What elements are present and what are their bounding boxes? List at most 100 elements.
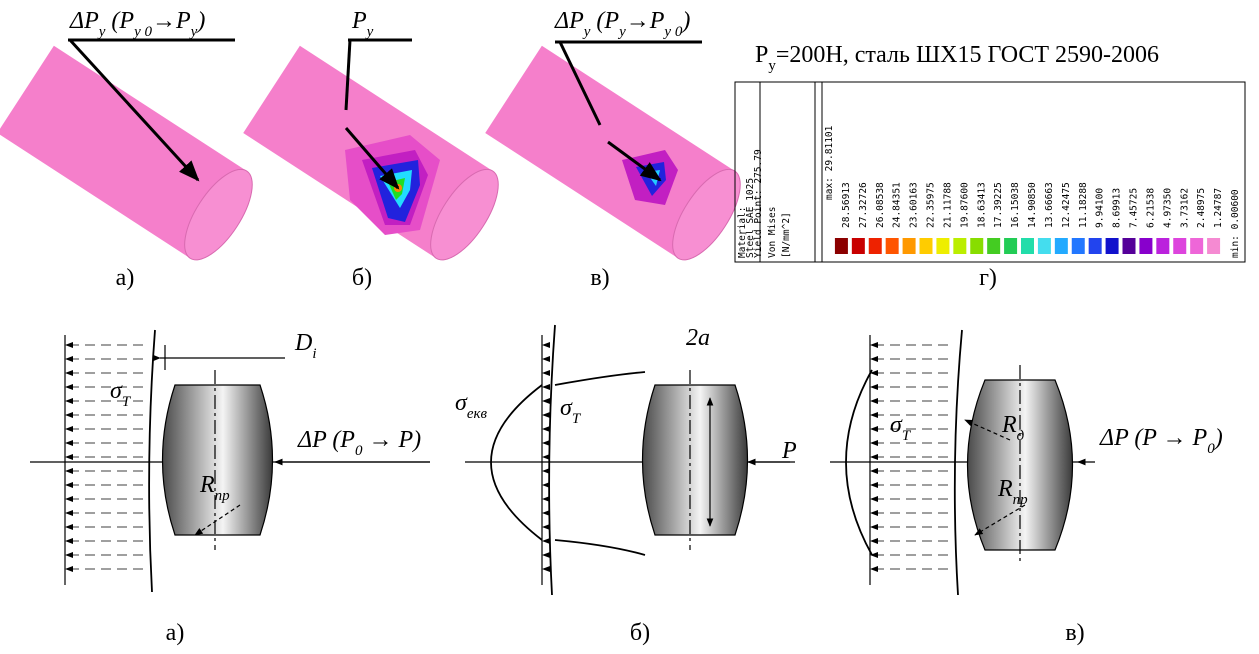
label-part: R bbox=[199, 472, 215, 498]
label-part: T bbox=[572, 411, 582, 427]
arrow-head bbox=[870, 440, 878, 446]
legend-swatch bbox=[886, 238, 899, 254]
legend-value: 11.18288 bbox=[1078, 182, 1089, 228]
label-part: y 0 bbox=[662, 24, 682, 40]
legend-value: 27.32726 bbox=[858, 182, 869, 228]
label-part: y bbox=[582, 24, 591, 40]
label-part: ΔP (P → P bbox=[1099, 425, 1208, 451]
legend-swatch bbox=[835, 238, 848, 254]
arrow-head bbox=[65, 510, 73, 516]
arrow-head bbox=[870, 342, 878, 348]
label-part: i bbox=[312, 346, 316, 362]
diagram-label: σT bbox=[110, 378, 132, 410]
legend-value: 13.66663 bbox=[1044, 182, 1055, 228]
arrow-head bbox=[65, 384, 73, 390]
cylinder bbox=[0, 46, 265, 270]
panel-label: Py bbox=[351, 8, 374, 40]
legend-value: 9.94100 bbox=[1095, 188, 1106, 228]
caption: г) bbox=[979, 265, 997, 291]
legend-swatch bbox=[920, 238, 933, 254]
caption: а) bbox=[116, 265, 135, 291]
label-part: y 0 bbox=[132, 24, 152, 40]
arrow-head bbox=[65, 496, 73, 502]
legend-title: Py=200Н, сталь ШХ15 ГОСТ 2590-2006 bbox=[755, 42, 1159, 74]
arrow-head bbox=[65, 552, 73, 558]
caption: б) bbox=[630, 620, 650, 646]
diagram-label: P bbox=[781, 438, 797, 464]
label-part: (P bbox=[105, 8, 134, 34]
label-part: ) bbox=[680, 8, 690, 34]
legend-value: 16.15038 bbox=[1010, 182, 1021, 228]
legend-value: 17.39225 bbox=[993, 182, 1004, 228]
arrow-head bbox=[870, 468, 878, 474]
legend-value: 18.63413 bbox=[976, 182, 987, 228]
label-part: =200Н, сталь ШХ15 ГОСТ 2590-2006 bbox=[776, 42, 1159, 68]
arrow-head bbox=[542, 440, 550, 446]
arrow-head bbox=[542, 496, 550, 502]
legend-value: 3.73162 bbox=[1179, 188, 1190, 228]
caption: б) bbox=[352, 265, 372, 291]
label-part: ΔP bbox=[554, 8, 584, 34]
label-part: y bbox=[365, 24, 374, 40]
label-part: (P bbox=[590, 8, 619, 34]
arrow-head bbox=[542, 454, 550, 460]
legend-value: 23.60163 bbox=[909, 182, 920, 228]
label-part: R bbox=[997, 476, 1013, 502]
arrow-head bbox=[870, 426, 878, 432]
legend-swatch bbox=[903, 238, 916, 254]
label-part: → P) bbox=[362, 427, 421, 453]
arrow-head bbox=[65, 356, 73, 362]
arrow-head bbox=[65, 440, 73, 446]
legend-swatch bbox=[1173, 238, 1186, 254]
arrow-head bbox=[870, 356, 878, 362]
arrow-head bbox=[870, 398, 878, 404]
label-part: R bbox=[1001, 412, 1017, 438]
label-part: ) bbox=[1213, 425, 1223, 451]
legend-value: 19.87600 bbox=[959, 182, 970, 228]
label-part: 2a bbox=[686, 325, 710, 351]
legend-swatch bbox=[1190, 238, 1203, 254]
arrow-head bbox=[870, 510, 878, 516]
legend-swatch bbox=[936, 238, 949, 254]
legend-swatch bbox=[1089, 238, 1102, 254]
quantity-text: Von Mises bbox=[767, 207, 778, 258]
quantity-text: [N/mm^2] bbox=[781, 212, 792, 258]
arrow-head bbox=[870, 454, 878, 460]
legend-value: 1.24787 bbox=[1213, 188, 1224, 228]
legend-value: 2.48975 bbox=[1196, 188, 1207, 228]
label-part: д bbox=[1017, 428, 1025, 444]
label-part: T bbox=[902, 428, 912, 444]
arrow-head bbox=[870, 412, 878, 418]
legend-swatch bbox=[987, 238, 1000, 254]
arrow-head bbox=[870, 482, 878, 488]
label-part: →P bbox=[626, 8, 665, 34]
label-part: пр bbox=[1013, 492, 1029, 508]
arrow-head bbox=[542, 510, 550, 516]
legend-swatch bbox=[1021, 238, 1034, 254]
arrow-head bbox=[542, 552, 550, 558]
legend-swatch bbox=[1055, 238, 1068, 254]
arrow-head bbox=[65, 566, 73, 572]
material-text: Yield Point: 275.79 bbox=[753, 149, 764, 258]
label-part: →P bbox=[152, 8, 191, 34]
legend-value: 24.84351 bbox=[892, 182, 903, 228]
caption: в) bbox=[590, 265, 609, 291]
diagram-label: ΔP (P → P0) bbox=[1099, 425, 1223, 457]
arrow-head bbox=[870, 566, 878, 572]
legend-swatch bbox=[1038, 238, 1051, 254]
arrow-head bbox=[65, 538, 73, 544]
legend-swatch bbox=[1207, 238, 1220, 254]
caption: в) bbox=[1065, 620, 1084, 646]
label-part: y bbox=[189, 24, 198, 40]
legend-value: 8.69913 bbox=[1112, 188, 1123, 228]
label-part: ΔP (P bbox=[297, 427, 355, 453]
arrow-head bbox=[870, 524, 878, 530]
arrow-head bbox=[65, 454, 73, 460]
arrow-head bbox=[65, 398, 73, 404]
arrow-head bbox=[542, 342, 550, 348]
caption: а) bbox=[166, 620, 185, 646]
legend-swatch bbox=[1106, 238, 1119, 254]
label-part: P bbox=[781, 438, 797, 464]
legend-value: 28.56913 bbox=[841, 182, 852, 228]
figure: ΔPy (Py 0→Py)PyΔPy (Py→Py 0)а)б)в)Py=200… bbox=[0, 0, 1259, 654]
